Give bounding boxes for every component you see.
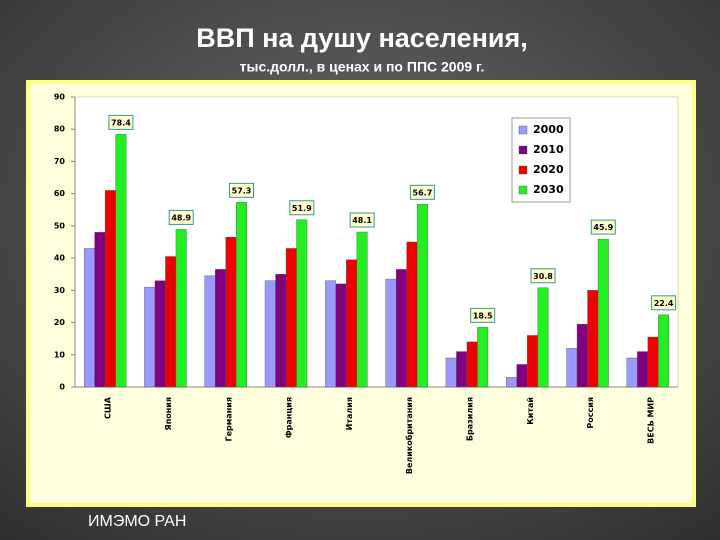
bar — [325, 280, 337, 388]
bar — [626, 357, 638, 388]
bar — [587, 290, 599, 388]
bar — [466, 341, 478, 388]
bar — [445, 357, 457, 388]
bar — [416, 204, 428, 388]
data-label: 22.4 — [654, 299, 674, 308]
bar — [527, 335, 538, 388]
bar — [576, 323, 588, 388]
chart-subtitle: тыс.долл., в ценах и по ППС 2009 г. — [240, 59, 485, 75]
x-tick-label: Италия — [345, 397, 354, 430]
legend-label: 2020 — [533, 163, 564, 176]
data-label: 48.9 — [171, 213, 191, 222]
bar — [537, 287, 549, 388]
bar — [456, 351, 468, 388]
y-tick-label: 80 — [54, 125, 66, 134]
bar — [83, 248, 95, 388]
legend-swatch — [518, 145, 528, 155]
y-tick-label: 20 — [54, 318, 66, 327]
y-tick-label: 10 — [54, 350, 66, 359]
bar — [406, 241, 418, 388]
bar — [658, 314, 670, 388]
bar — [236, 202, 247, 388]
data-label-box — [590, 219, 616, 235]
bar — [285, 248, 297, 388]
data-label-box — [229, 182, 254, 198]
y-tick-label: 40 — [54, 254, 66, 263]
data-label-box — [289, 200, 315, 216]
x-tick-label: Великобритания — [404, 397, 414, 474]
y-tick-label: 30 — [54, 286, 66, 295]
bar — [346, 259, 358, 388]
data-label-box — [168, 209, 194, 225]
bar — [356, 231, 368, 388]
bar — [154, 280, 166, 388]
chart-title: ВВП на душу населения, — [196, 23, 528, 53]
y-tick-label: 60 — [54, 189, 66, 198]
bar — [144, 286, 156, 388]
y-tick-label: 70 — [54, 157, 66, 166]
x-tick-label: ВЕСЬ МИР — [646, 397, 655, 444]
bar — [647, 336, 659, 388]
bar — [477, 327, 489, 388]
data-label-box — [349, 212, 375, 228]
bar — [175, 229, 187, 388]
bar — [335, 283, 347, 388]
bar — [385, 278, 397, 388]
data-label: 57.3 — [232, 186, 252, 195]
legend-label: 2030 — [533, 183, 564, 196]
x-tick-label: Япония — [164, 397, 173, 430]
bar — [516, 364, 528, 388]
x-tick-label: Бразилия — [465, 397, 474, 441]
data-label-box — [409, 184, 435, 200]
data-label: 30.8 — [533, 272, 553, 281]
bar — [115, 134, 127, 388]
y-tick-label: 0 — [59, 383, 65, 392]
bar — [215, 269, 226, 388]
bar — [566, 348, 578, 388]
bar — [225, 236, 237, 388]
data-label-box — [108, 114, 134, 130]
data-label: 18.5 — [473, 311, 493, 320]
bar — [506, 377, 517, 388]
data-label-box — [530, 268, 556, 284]
bar — [275, 274, 287, 388]
legend-swatch — [518, 165, 528, 175]
x-tick-label: Россия — [586, 397, 595, 429]
data-label-box — [651, 295, 677, 311]
x-tick-label: Китай — [526, 397, 535, 425]
data-label: 45.9 — [593, 223, 613, 232]
bar — [165, 256, 177, 388]
x-tick-label: Франция — [285, 397, 294, 438]
y-tick-label: 50 — [54, 221, 66, 230]
x-tick-label: Германия — [224, 397, 233, 441]
bar — [296, 219, 308, 388]
legend-swatch — [518, 125, 528, 135]
bar — [264, 280, 276, 388]
bar — [104, 190, 116, 388]
x-tick-label: США — [104, 396, 113, 419]
data-label: 56.7 — [413, 188, 433, 197]
bar — [204, 275, 216, 388]
bar — [94, 232, 106, 388]
data-label-box — [470, 307, 496, 323]
data-label: 51.9 — [292, 204, 312, 213]
legend-label: 2000 — [533, 123, 564, 136]
legend-label: 2010 — [533, 143, 564, 156]
bar — [597, 238, 609, 388]
bar — [395, 269, 407, 388]
y-tick-label: 90 — [54, 93, 66, 102]
data-label: 48.1 — [352, 216, 372, 225]
footer: ИМЭМО РАН — [88, 513, 186, 530]
legend-swatch — [518, 185, 528, 195]
bar — [637, 351, 649, 388]
data-label: 78.4 — [111, 118, 131, 127]
